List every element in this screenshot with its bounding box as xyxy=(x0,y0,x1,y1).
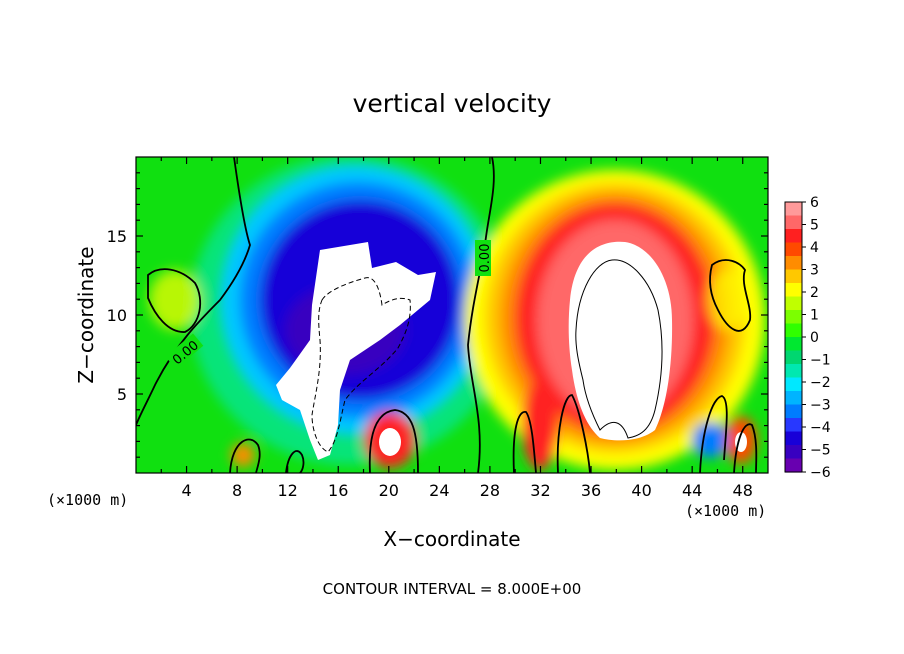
colorbar-swatch xyxy=(785,404,802,419)
x-tick-label: 36 xyxy=(581,481,601,500)
colorbar-swatch xyxy=(785,296,802,311)
colorbar-label: 2 xyxy=(810,285,819,301)
colorbar-swatch xyxy=(785,458,802,473)
colorbar-swatch xyxy=(785,283,802,298)
contour-interval-note: CONTOUR INTERVAL = 8.000E+00 xyxy=(323,580,582,598)
y-axis: 5 10 15 xyxy=(107,172,768,458)
x-tick-label: 24 xyxy=(429,481,449,500)
colorbar: 6 5 4 3 2 1 0 −1 −2 −3 −4 −5 −6 xyxy=(784,195,831,481)
x-tick-label: 8 xyxy=(232,481,242,500)
colorbar-swatch xyxy=(785,323,802,338)
colorbar-label: −3 xyxy=(810,398,831,414)
y-tick-label: 15 xyxy=(107,227,127,246)
x-tick-label: 40 xyxy=(631,481,651,500)
colorbar-swatch xyxy=(785,229,802,244)
x-tick-label: 4 xyxy=(181,481,191,500)
y-tick-label: 10 xyxy=(107,306,127,325)
colorbar-label: 4 xyxy=(810,240,819,256)
colorbar-label: 1 xyxy=(810,308,819,324)
colorbar-label: −5 xyxy=(810,443,831,459)
heatmap-field xyxy=(136,157,768,473)
chart-title: vertical velocity xyxy=(353,89,552,118)
colorbar-swatch xyxy=(785,242,802,257)
svg-text:0.00: 0.00 xyxy=(478,244,493,273)
x-tick-label: 16 xyxy=(328,481,348,500)
colorbar-label: −6 xyxy=(810,465,831,481)
colorbar-label: 0 xyxy=(810,330,819,346)
x-tick-label: 28 xyxy=(480,481,500,500)
colorbar-swatch xyxy=(785,364,802,379)
contour-label-center: 0.00 xyxy=(475,240,493,276)
x-tick-label: 20 xyxy=(379,481,399,500)
x-unit-right: (×1000 m) xyxy=(685,502,766,520)
y-axis-label: Z−coordinate xyxy=(74,246,98,383)
x-tick-label: 48 xyxy=(733,481,753,500)
x-axis: 4 8 12 16 20 24 28 32 36 40 44 48 xyxy=(160,157,753,500)
colorbar-swatch xyxy=(785,256,802,271)
colorbar-label: −2 xyxy=(810,375,831,391)
colorbar-swatch xyxy=(785,202,802,217)
colorbar-label: −1 xyxy=(810,353,831,369)
colorbar-swatch xyxy=(785,431,802,446)
colorbar-swatch xyxy=(785,377,802,392)
colorbar-label: 6 xyxy=(810,195,819,211)
y-tick-label: 5 xyxy=(117,385,127,404)
x-axis-label: X−coordinate xyxy=(383,527,520,551)
x-tick-label: 44 xyxy=(682,481,702,500)
x-unit-left: (×1000 m) xyxy=(47,491,128,509)
x-tick-label: 12 xyxy=(278,481,298,500)
colorbar-label: 3 xyxy=(810,263,819,279)
colorbar-label: 5 xyxy=(810,218,819,234)
colorbar-swatch xyxy=(785,418,802,433)
colorbar-swatch xyxy=(785,350,802,365)
colorbar-swatch xyxy=(785,269,802,284)
colorbar-swatch xyxy=(785,391,802,406)
colorbar-swatch xyxy=(785,445,802,460)
x-tick-label: 32 xyxy=(530,481,550,500)
colorbar-swatch xyxy=(785,337,802,352)
colorbar-swatch xyxy=(785,310,802,325)
colorbar-swatch xyxy=(785,215,802,230)
colorbar-label: −4 xyxy=(810,420,831,436)
